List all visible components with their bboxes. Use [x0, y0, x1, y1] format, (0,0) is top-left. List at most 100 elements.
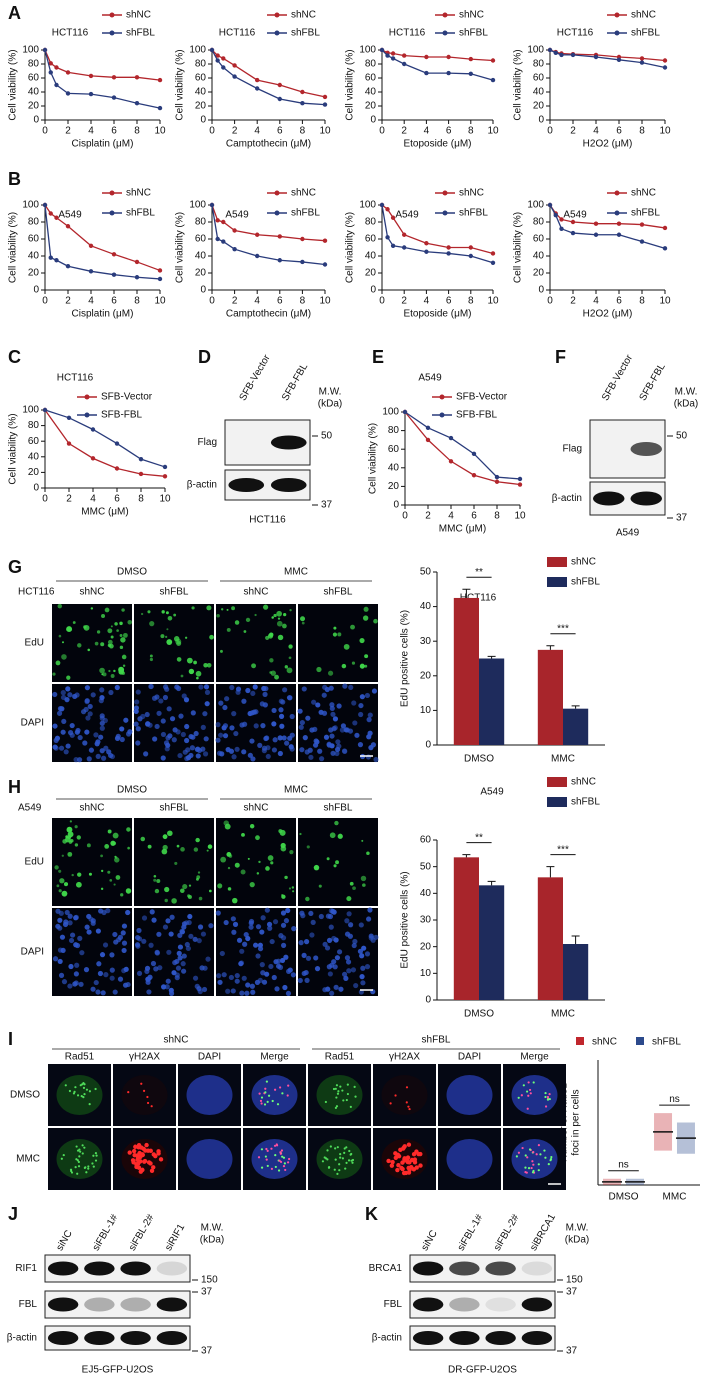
cell [136, 970, 143, 977]
cell [94, 641, 99, 646]
focus [158, 1157, 164, 1162]
x-tick-label: 0 [547, 126, 553, 137]
data-point [390, 215, 396, 220]
focus [546, 1098, 550, 1101]
cell [200, 931, 207, 937]
data-point [448, 435, 454, 441]
lane-label: siNC [54, 1229, 74, 1253]
focus [537, 1144, 541, 1147]
bar [479, 658, 505, 745]
cell [99, 952, 106, 958]
cell [99, 725, 105, 731]
x-tick-label: 10 [487, 126, 499, 137]
cell [234, 620, 240, 625]
cell [250, 756, 256, 762]
cell [219, 649, 223, 653]
y-tick-label: 60 [28, 234, 40, 245]
focus [349, 1105, 352, 1108]
cell [88, 916, 94, 922]
micrograph [48, 1128, 111, 1190]
cell [123, 966, 129, 972]
focus [149, 1168, 155, 1173]
focus [335, 1084, 339, 1087]
cell [292, 890, 295, 893]
band [84, 1297, 115, 1312]
bar [453, 597, 479, 745]
cell [67, 692, 73, 698]
cell [215, 737, 221, 743]
cell [77, 643, 82, 648]
bar [563, 944, 589, 1000]
band [449, 1331, 480, 1345]
cell [108, 669, 111, 673]
cell [72, 981, 78, 987]
focus [264, 1155, 267, 1158]
legend-marker [109, 190, 115, 196]
cell [268, 963, 274, 970]
cell [109, 975, 115, 981]
cell [243, 630, 247, 633]
cell [118, 666, 125, 673]
y-tick-label: 40 [28, 451, 40, 462]
focus [77, 1160, 80, 1164]
data-point [48, 211, 53, 216]
cell [235, 686, 242, 692]
cell [187, 894, 192, 899]
legend-swatch [636, 1037, 644, 1045]
cell [112, 989, 118, 995]
cell [373, 934, 379, 940]
error-bar [462, 854, 471, 858]
cell [52, 956, 59, 962]
focus [544, 1095, 547, 1099]
data-point [42, 407, 48, 413]
y-tick-label: 20 [28, 101, 40, 112]
panel-label: A [8, 3, 21, 23]
nucleus [121, 1075, 168, 1115]
focus [395, 1167, 400, 1173]
cell [90, 986, 96, 992]
lane-label: siFBL-1# [456, 1212, 486, 1253]
data-point [446, 251, 451, 256]
cell [277, 735, 283, 741]
cell [135, 740, 141, 746]
focus [394, 1094, 397, 1097]
x-tick-label: 4 [424, 296, 430, 307]
cell [351, 942, 357, 949]
cell [121, 608, 125, 612]
cell [262, 691, 268, 697]
focus [144, 1142, 149, 1148]
cell [272, 737, 278, 743]
significance: ns [669, 1094, 680, 1105]
focus [517, 1151, 521, 1154]
focus [94, 1152, 98, 1155]
data-point [547, 202, 553, 208]
y-tick-label: 100 [22, 200, 39, 211]
x-tick-label: MMC [551, 1009, 575, 1020]
focus [414, 1165, 419, 1170]
focus [74, 1165, 77, 1169]
data-point [157, 276, 163, 282]
cell [150, 960, 157, 967]
y-tick-label: 0 [370, 115, 376, 126]
data-point [65, 264, 71, 269]
cell [104, 844, 110, 849]
data-point [471, 451, 477, 457]
cell [216, 973, 222, 979]
cell [366, 851, 370, 856]
cell [327, 971, 333, 977]
legend-label: shNC [571, 777, 596, 788]
cell [368, 935, 374, 941]
cell [352, 938, 358, 945]
cell [315, 702, 321, 708]
cell [88, 872, 92, 876]
cell [83, 967, 90, 973]
cell [68, 937, 75, 944]
series-line [404, 411, 521, 480]
cell [272, 919, 279, 925]
cell [267, 855, 274, 861]
micrograph [308, 1128, 371, 1190]
data-point [390, 56, 396, 61]
cell [312, 742, 319, 748]
cell [86, 843, 91, 848]
data-point [157, 105, 163, 111]
